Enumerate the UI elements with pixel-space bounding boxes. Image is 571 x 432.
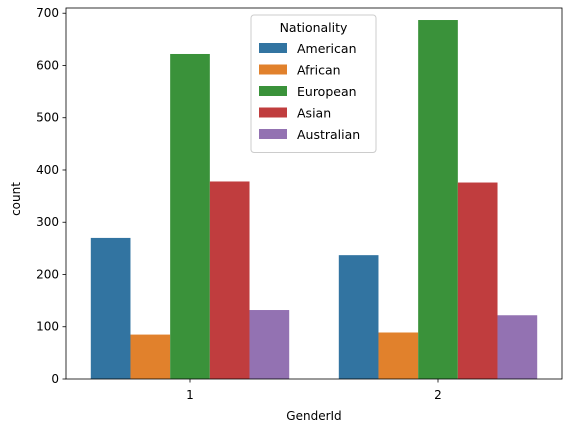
y-tick-label-400: 400 [36,163,59,177]
x-tick-label-1: 1 [186,388,194,402]
y-tick-label-500: 500 [36,111,59,125]
legend-swatch-african [259,64,287,75]
y-tick-label-200: 200 [36,267,59,281]
y-tick-label-300: 300 [36,215,59,229]
bars-group [90,20,538,380]
bar-asian-1 [209,181,250,379]
legend-label-american: American [297,41,357,56]
legend-swatch-australian [259,129,287,139]
bar-african-1 [130,334,171,379]
y-tick-label-700: 700 [36,6,59,20]
legend-swatch-european [259,86,287,96]
legend-label-australian: Australian [297,127,360,142]
legend: Nationality American African European Asian A… [250,14,377,153]
y-tick-label-0: 0 [51,372,59,386]
legend-label-european: European [297,84,357,99]
bar-american-2 [338,255,379,379]
bar-australian-1 [249,310,290,379]
legend-swatch-american [259,43,287,53]
legend-label-african: African [297,63,341,78]
y-axis-title: count [9,182,23,216]
y-tick-label-600: 600 [36,58,59,72]
bar-american-1 [90,237,131,379]
x-tick-label-2: 2 [434,388,442,402]
x-axis-title: GenderId [286,409,341,423]
legend-title: Nationality [280,20,348,35]
bar-australian-2 [497,315,538,379]
plot-frame [65,7,563,380]
bar-african-2 [378,332,419,379]
legend-swatch-asian [259,107,287,118]
bar-asian-2 [457,182,498,379]
bar-european-2 [418,20,458,379]
axes-group: 0 100 200 300 400 500 600 700 1 2 [36,6,563,402]
y-tick-label-100: 100 [36,320,59,334]
bar-european-1 [170,53,210,380]
legend-label-asian: Asian [297,106,331,121]
